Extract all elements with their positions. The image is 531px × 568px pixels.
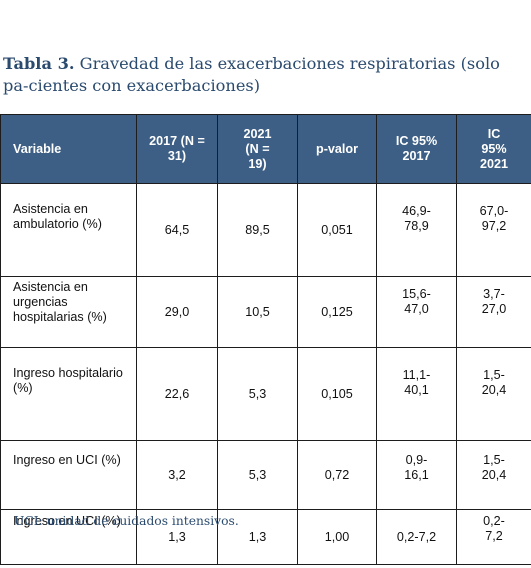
- header-2021: 2021 (N = 19): [217, 114, 298, 184]
- cell-2021: 89,5: [217, 183, 298, 277]
- cell-2021: 5,3: [217, 347, 298, 441]
- header-2021-label: 2021 (N = 19): [243, 126, 272, 171]
- cell-ic-2021-text: 67,0-97,2: [479, 204, 509, 233]
- cell-p-valor: 1,00: [297, 509, 377, 565]
- cell-variable: Asistencia en urgencias hospitalarias (%…: [0, 276, 137, 348]
- cell-variable-text: Asistencia en ambulatorio (%): [13, 202, 102, 231]
- cell-ic-2021: 67,0-97,2: [456, 183, 531, 277]
- cell-ic-2017: 0,9-16,1: [376, 440, 457, 510]
- exacerbation-severity-table: Variable 2017 (N = 31) 2021 (N = 19) p-v…: [0, 114, 531, 565]
- header-ic-2017-label: IC 95% 2017: [395, 134, 438, 163]
- cell-variable-text: Ingreso en UCI (%): [13, 453, 121, 467]
- cell-ic-2021: 1,5-20,4: [456, 440, 531, 510]
- cell-p-valor: 0,051: [297, 183, 377, 277]
- cell-p-valor: 0,125: [297, 276, 377, 348]
- header-ic-2017: IC 95% 2017: [376, 114, 457, 184]
- cell-ic-2017-text: 11,1-40,1: [402, 368, 431, 397]
- table-row: Ingreso hospitalario (%) 22,6 5,3 0,105 …: [0, 347, 531, 441]
- cell-ic-2021: 1,5-20,4: [456, 347, 531, 441]
- cell-2021: 10,5: [217, 276, 298, 348]
- table-caption-label: Tabla 3.: [3, 54, 75, 73]
- table-caption-text: Gravedad de las exacerbaciones respirato…: [3, 54, 500, 95]
- cell-2021: 5,3: [217, 440, 298, 510]
- cell-2017: 29,0: [136, 276, 218, 348]
- cell-ic-2017: 11,1-40,1: [376, 347, 457, 441]
- table-header-row: Variable 2017 (N = 31) 2021 (N = 19) p-v…: [0, 114, 531, 184]
- cell-ic-2021: 3,7-27,0: [456, 276, 531, 348]
- cell-variable: Ingreso en UCI (%): [0, 509, 137, 565]
- cell-variable-text: Ingreso en UCI (%): [13, 514, 121, 528]
- table-row: Ingreso en UCI (%) 1,3 1,3 1,00 0,2-7,2 …: [0, 509, 531, 565]
- header-p-valor: p-valor: [297, 114, 377, 184]
- cell-2017: 1,3: [136, 509, 218, 565]
- table-footnote: UCI: unidad de cuidados intensivos.: [14, 514, 239, 528]
- cell-ic-2021-text: 1,5-20,4: [481, 453, 507, 482]
- table-row: Asistencia en ambulatorio (%) 64,5 89,5 …: [0, 183, 531, 277]
- cell-variable-text: Ingreso hospitalario (%): [13, 366, 123, 395]
- cell-ic-2021: 0,2-7,2: [456, 509, 531, 565]
- header-2017: 2017 (N = 31): [136, 114, 218, 184]
- cell-ic-2021-text: 1,5-20,4: [481, 368, 507, 397]
- cell-ic-2017-text: 0,9-16,1: [404, 453, 429, 482]
- table-caption: Tabla 3. Gravedad de las exacerbaciones …: [3, 53, 518, 97]
- cell-ic-2021-text: 3,7-27,0: [481, 287, 507, 316]
- cell-2017: 22,6: [136, 347, 218, 441]
- cell-ic-2017: 0,2-7,2: [376, 509, 457, 565]
- cell-2017: 64,5: [136, 183, 218, 277]
- cell-variable-text: Asistencia en urgencias hospitalarias (%…: [13, 280, 107, 324]
- cell-ic-2017-text: 15,6-47,0: [402, 287, 431, 316]
- header-2017-label: 2017 (N = 31): [149, 134, 205, 163]
- header-ic-2021-label: IC 95% 2021: [479, 126, 509, 171]
- cell-ic-2017-text: 46,9-78,9: [402, 204, 431, 233]
- cell-ic-2021-text: 0,2-7,2: [483, 514, 505, 543]
- cell-p-valor: 0,105: [297, 347, 377, 441]
- cell-variable: Ingreso en UCI (%): [0, 440, 137, 510]
- table-row: Asistencia en urgencias hospitalarias (%…: [0, 276, 531, 348]
- cell-variable: Asistencia en ambulatorio (%): [0, 183, 137, 277]
- header-variable: Variable: [0, 114, 137, 184]
- cell-ic-2017: 46,9-78,9: [376, 183, 457, 277]
- cell-ic-2017: 15,6-47,0: [376, 276, 457, 348]
- cell-2017: 3,2: [136, 440, 218, 510]
- cell-p-valor: 0,72: [297, 440, 377, 510]
- header-ic-2021: IC 95% 2021: [456, 114, 531, 184]
- cell-variable: Ingreso hospitalario (%): [0, 347, 137, 441]
- table-row: Ingreso en UCI (%) 3,2 5,3 0,72 0,9-16,1…: [0, 440, 531, 510]
